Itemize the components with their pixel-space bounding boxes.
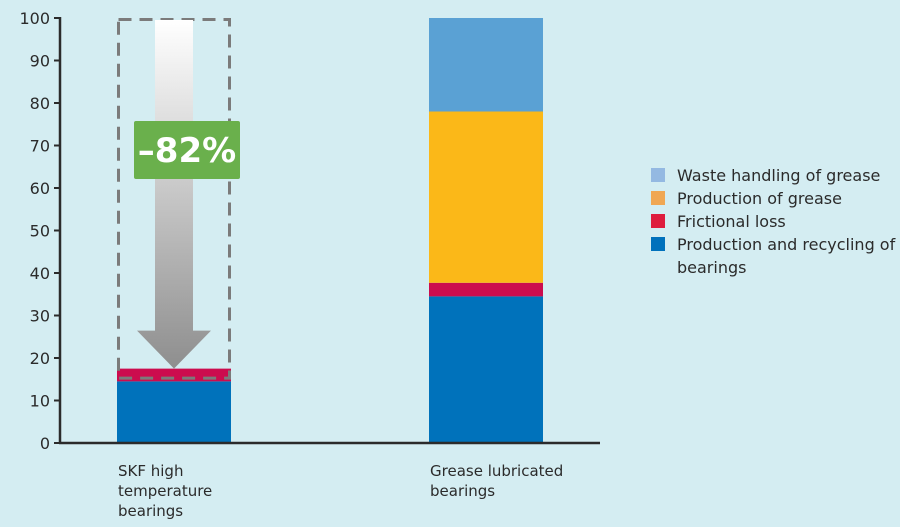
annotation-layer: –82% [117,18,240,380]
y-tick-label: 50 [30,222,50,241]
y-tick-label: 10 [30,392,50,411]
legend-item-frictional-loss: Frictional loss [651,210,899,233]
axis-layer: 0 10 20 30 40 50 60 70 80 90 100 SKF high temperatur… [19,9,600,520]
reduction-arrow [137,20,211,369]
reduction-dashed-box [117,18,231,380]
y-tick-label: 30 [30,307,50,326]
bar-grease-lubricated-bearings-waste-handling-of-grease [429,18,543,112]
y-tick-label: 0 [40,434,50,453]
legend-item-waste-handling-of-grease: Waste handling of grease [651,164,899,187]
bar-skf-high-temperature-bearings-production-and-recycling-of-bearings [117,381,231,443]
legend-swatch [651,237,665,251]
legend-label: Production and recycling of bearings [677,235,896,277]
category-label-grease-lubricated-bearings: Grease lubricated bearings [430,462,563,500]
y-tick-label: 70 [30,137,50,156]
legend-item-production-of-grease: Production of grease [651,187,899,210]
bars-layer [117,18,543,443]
legend: Waste handling of grease Production of gr… [651,164,899,279]
bar-grease-lubricated-bearings-frictional-loss [429,282,543,297]
y-tick-label: 100 [19,9,50,28]
y-tick-label: 40 [30,264,50,283]
bar-grease-lubricated-bearings-production-and-recycling-of-bearings [429,296,543,443]
y-tick-label: 90 [30,52,50,71]
legend-label: Production of grease [677,189,842,208]
y-tick-label: 60 [30,179,50,198]
legend-item-production-and-recycling-of-bearings: Production and recycling of bearings [651,233,899,279]
legend-swatch [651,214,665,228]
y-tick-label: 20 [30,349,50,368]
legend-label: Frictional loss [677,212,786,231]
category-label-skf-high-temperature-bearings: SKF high temperature bearings [118,462,212,520]
y-tick-label: 80 [30,94,50,113]
legend-swatch [651,191,665,205]
reduction-badge [134,121,240,179]
reduction-badge-label: –82% [138,131,236,171]
legend-swatch [651,168,665,182]
bar-grease-lubricated-bearings-production-of-grease [429,111,543,283]
legend-label: Waste handling of grease [677,166,881,185]
